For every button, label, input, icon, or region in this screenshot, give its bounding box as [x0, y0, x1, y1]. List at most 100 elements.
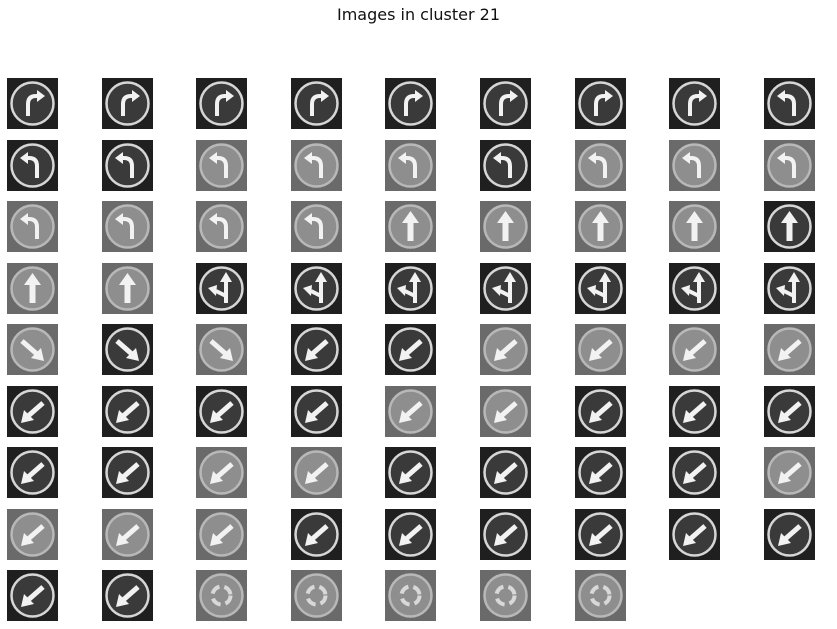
up-arrow-icon [7, 263, 58, 314]
turn-left-arrow-icon [7, 140, 58, 191]
thumbnail-27 [764, 201, 815, 252]
thumbnail-50 [385, 386, 436, 437]
thumbnail-72 [764, 509, 815, 560]
turn-right-arrow-icon [575, 78, 626, 129]
thumbnail-56 [102, 447, 153, 498]
turn-left-arrow-icon [102, 201, 153, 252]
down-right-arrow-icon [196, 324, 247, 375]
turn-left-arrow-icon [291, 140, 342, 191]
thumbnail-61 [575, 447, 626, 498]
thumbnail-76 [291, 570, 342, 621]
thumbnail-43 [575, 324, 626, 375]
roundabout-icon [575, 570, 626, 621]
turn-left-arrow-icon [196, 140, 247, 191]
thumbnail-46 [7, 386, 58, 437]
turn-right-arrow-icon [196, 78, 247, 129]
down-left-arrow-icon [7, 509, 58, 560]
down-left-arrow-icon [575, 509, 626, 560]
thumbnail-3 [196, 78, 247, 129]
thumbnail-14 [385, 140, 436, 191]
roundabout-icon [480, 570, 531, 621]
straight-or-left-arrow-icon [291, 263, 342, 314]
thumbnail-75 [196, 570, 247, 621]
down-right-arrow-icon [7, 324, 58, 375]
down-left-arrow-icon [669, 447, 720, 498]
straight-or-left-arrow-icon [669, 263, 720, 314]
down-left-arrow-icon [102, 509, 153, 560]
thumbnail-35 [669, 263, 720, 314]
down-left-arrow-icon [7, 447, 58, 498]
thumbnail-24 [480, 201, 531, 252]
turn-right-arrow-icon [291, 78, 342, 129]
down-left-arrow-icon [291, 324, 342, 375]
thumbnail-39 [196, 324, 247, 375]
turn-right-arrow-icon [102, 78, 153, 129]
thumbnail-13 [291, 140, 342, 191]
down-left-arrow-icon [102, 447, 153, 498]
turn-left-arrow-icon [102, 140, 153, 191]
down-left-arrow-icon [291, 386, 342, 437]
down-left-arrow-icon [196, 386, 247, 437]
down-left-arrow-icon [764, 509, 815, 560]
thumbnail-48 [196, 386, 247, 437]
thumbnail-21 [196, 201, 247, 252]
down-left-arrow-icon [575, 324, 626, 375]
down-left-arrow-icon [291, 509, 342, 560]
thumbnail-26 [669, 201, 720, 252]
thumbnail-53 [669, 386, 720, 437]
thumbnail-54 [764, 386, 815, 437]
down-left-arrow-icon [764, 447, 815, 498]
down-left-arrow-icon [102, 570, 153, 621]
thumbnail-38 [102, 324, 153, 375]
straight-or-left-arrow-icon [764, 263, 815, 314]
thumbnail-68 [385, 509, 436, 560]
thumbnail-65 [102, 509, 153, 560]
thumbnail-47 [102, 386, 153, 437]
straight-or-left-arrow-icon [385, 263, 436, 314]
thumbnail-60 [480, 447, 531, 498]
thumbnail-42 [480, 324, 531, 375]
thumbnail-52 [575, 386, 626, 437]
thumbnail-74 [102, 570, 153, 621]
thumbnail-34 [575, 263, 626, 314]
thumbnail-63 [764, 447, 815, 498]
thumbnail-6 [480, 78, 531, 129]
up-arrow-icon [669, 201, 720, 252]
thumbnail-17 [669, 140, 720, 191]
down-left-arrow-icon [480, 324, 531, 375]
thumbnail-10 [7, 140, 58, 191]
down-left-arrow-icon [385, 509, 436, 560]
thumbnail-67 [291, 509, 342, 560]
straight-or-left-arrow-icon [575, 263, 626, 314]
thumbnail-51 [480, 386, 531, 437]
down-left-arrow-icon [7, 570, 58, 621]
turn-left-arrow-icon [196, 201, 247, 252]
thumbnail-23 [385, 201, 436, 252]
thumbnail-28 [7, 263, 58, 314]
turn-right-arrow-icon [385, 78, 436, 129]
thumbnail-12 [196, 140, 247, 191]
thumbnail-grid [7, 78, 827, 623]
down-left-arrow-icon [575, 386, 626, 437]
down-left-arrow-icon [480, 509, 531, 560]
thumbnail-7 [575, 78, 626, 129]
thumbnail-22 [291, 201, 342, 252]
thumbnail-18 [764, 140, 815, 191]
thumbnail-40 [291, 324, 342, 375]
up-arrow-icon [764, 201, 815, 252]
thumbnail-2 [102, 78, 153, 129]
down-right-arrow-icon [102, 324, 153, 375]
up-arrow-icon [385, 201, 436, 252]
up-arrow-icon [480, 201, 531, 252]
down-left-arrow-icon [669, 324, 720, 375]
thumbnail-79 [575, 570, 626, 621]
turn-right-arrow-icon [7, 78, 58, 129]
thumbnail-57 [196, 447, 247, 498]
thumbnail-9 [764, 78, 815, 129]
thumbnail-44 [669, 324, 720, 375]
turn-left-arrow-icon [764, 140, 815, 191]
up-arrow-icon [102, 263, 153, 314]
down-left-arrow-icon [764, 386, 815, 437]
roundabout-icon [291, 570, 342, 621]
down-left-arrow-icon [764, 324, 815, 375]
